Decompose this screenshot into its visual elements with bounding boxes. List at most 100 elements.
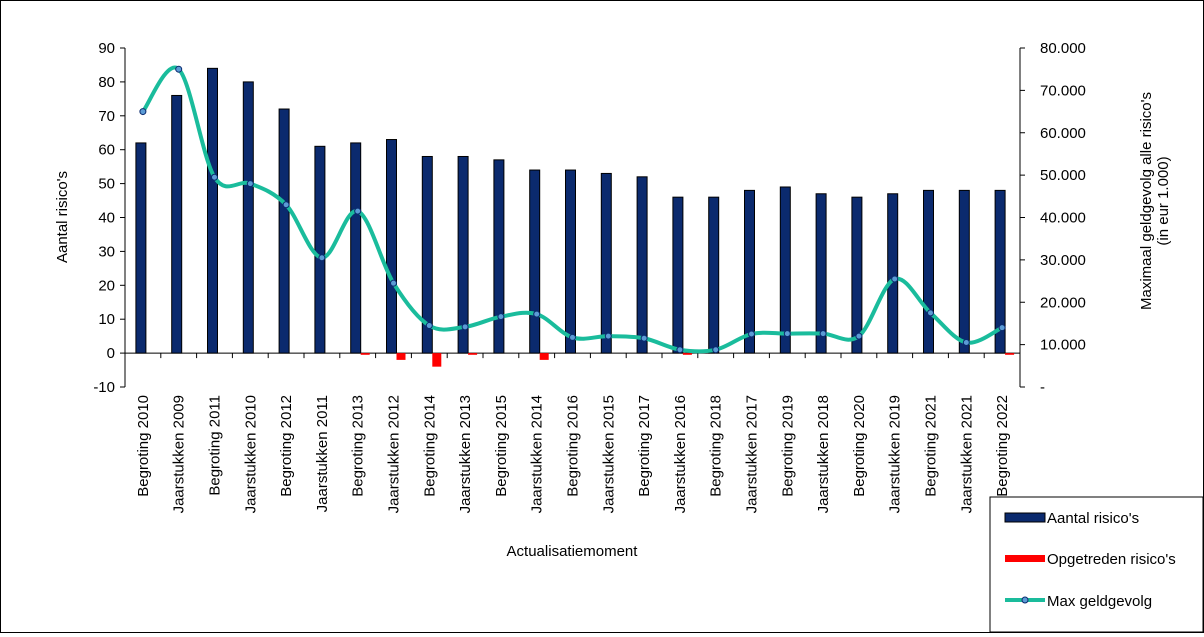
legend-swatch-opgetreden bbox=[1005, 555, 1045, 562]
x-tick-label: Jaarstukken 2011 bbox=[314, 395, 331, 512]
bar-aantal-risicos bbox=[565, 169, 576, 354]
y-left-tick-label: 70 bbox=[98, 108, 115, 125]
x-tick-label: Begroting 2011 bbox=[207, 395, 224, 496]
point-max-geldgevolg bbox=[819, 330, 827, 338]
bar-opgetreden-risicos bbox=[682, 353, 692, 355]
x-tick-label: Jaarstukken 2021 bbox=[958, 395, 975, 513]
bar-opgetreden-risicos bbox=[396, 353, 406, 360]
y-left-tick-label: 90 bbox=[98, 40, 115, 57]
bar-opgetreden-risicos bbox=[468, 353, 478, 355]
bar-aantal-risicos bbox=[457, 155, 469, 354]
legend-swatch-marker bbox=[1021, 596, 1029, 604]
y-left-tick-label: 10 bbox=[98, 311, 115, 328]
bar-aantal-risicos bbox=[493, 159, 505, 354]
x-tick-label: Begroting 2022 bbox=[994, 395, 1011, 497]
x-tick-label: Jaarstukken 2015 bbox=[600, 395, 617, 513]
point-max-geldgevolg bbox=[748, 330, 755, 338]
x-tick-label: Begroting 2010 bbox=[135, 395, 152, 497]
point-max-geldgevolg bbox=[354, 207, 362, 215]
bar-aantal-risicos bbox=[350, 142, 362, 354]
y-left-tick-label: 40 bbox=[98, 210, 115, 227]
y-right-tick-label: 40.000 bbox=[1040, 210, 1086, 227]
point-max-geldgevolg bbox=[461, 323, 469, 331]
bar-opgetreden-risicos bbox=[1005, 353, 1015, 355]
y-right-tick-label: 80.000 bbox=[1040, 40, 1086, 57]
x-tick-label: Jaarstukken 2019 bbox=[887, 395, 904, 513]
x-tick-label: Begroting 2021 bbox=[923, 395, 940, 497]
bar-opgetreden-risicos bbox=[360, 353, 370, 355]
point-max-geldgevolg bbox=[855, 332, 863, 340]
point-max-geldgevolg bbox=[175, 65, 183, 73]
bar-aantal-risicos bbox=[171, 94, 183, 354]
y-right-tick-label: 10.000 bbox=[1040, 337, 1086, 354]
y-left-tick-label: -10 bbox=[93, 379, 115, 396]
y-right-tick-label: 60.000 bbox=[1040, 125, 1086, 142]
bar-aantal-risicos bbox=[242, 81, 254, 354]
legend-label-geldgevolg: Max geldgevolg bbox=[1047, 593, 1152, 610]
bar-aantal-risicos bbox=[994, 189, 1006, 354]
x-tick-label: Begroting 2013 bbox=[350, 395, 367, 497]
bar-aantal-risicos bbox=[958, 189, 970, 354]
point-max-geldgevolg bbox=[676, 346, 684, 354]
y-right-tick-label: 20.000 bbox=[1040, 294, 1086, 311]
y-left-tick-label: 20 bbox=[98, 277, 115, 294]
point-max-geldgevolg bbox=[497, 313, 505, 321]
y-axis-right-title: Maximaal geldgevolg alle risico's bbox=[1138, 92, 1155, 310]
y-axis-right-subtitle: (in eur 1.000) bbox=[1155, 156, 1172, 245]
x-tick-label: Begroting 2020 bbox=[851, 395, 868, 497]
bar-opgetreden-risicos bbox=[539, 353, 549, 360]
x-axis-title: Actualisatiemoment bbox=[507, 543, 639, 560]
bar-aantal-risicos bbox=[779, 186, 791, 354]
y-left-tick-label: 30 bbox=[98, 243, 115, 260]
x-tick-label: Begroting 2015 bbox=[493, 395, 510, 497]
point-max-geldgevolg bbox=[390, 279, 397, 287]
point-max-geldgevolg bbox=[282, 201, 290, 209]
bar-opgetreden-risicos bbox=[432, 353, 442, 367]
bar-aantal-risicos bbox=[421, 155, 433, 354]
y-axis-left-title: Aantal risico's bbox=[54, 171, 71, 263]
y-right-tick-label: 30.000 bbox=[1040, 252, 1086, 269]
x-tick-label: Jaarstukken 2012 bbox=[386, 395, 403, 513]
point-max-geldgevolg bbox=[211, 173, 218, 181]
y-right-tick-label: 50.000 bbox=[1040, 167, 1086, 184]
y-right-tick-label: 70.000 bbox=[1040, 82, 1086, 99]
y-left-tick-label: 80 bbox=[98, 74, 115, 91]
x-tick-label: Jaarstukken 2013 bbox=[457, 395, 474, 513]
point-max-geldgevolg bbox=[533, 310, 541, 318]
point-max-geldgevolg bbox=[318, 254, 326, 262]
y-right-tick-label: - bbox=[1040, 379, 1045, 396]
x-tick-label: Begroting 2018 bbox=[708, 395, 725, 497]
bar-aantal-risicos bbox=[851, 196, 863, 354]
point-max-geldgevolg bbox=[712, 346, 720, 354]
bar-aantal-risicos bbox=[529, 169, 541, 354]
x-tick-label: Jaarstukken 2018 bbox=[815, 395, 832, 513]
x-tick-label: Jaarstukken 2009 bbox=[171, 395, 188, 513]
bar-aantal-risicos bbox=[278, 108, 290, 354]
bar-aantal-risicos bbox=[207, 67, 218, 354]
bar-aantal-risicos bbox=[708, 196, 720, 354]
x-tick-label: Begroting 2017 bbox=[636, 395, 653, 497]
bar-aantal-risicos bbox=[135, 142, 147, 354]
bar-aantal-risicos bbox=[672, 196, 684, 354]
legend-swatch-aantal bbox=[1004, 512, 1046, 523]
x-tick-label: Begroting 2016 bbox=[565, 395, 582, 497]
y-left-tick-label: 60 bbox=[98, 142, 115, 159]
point-max-geldgevolg bbox=[139, 108, 147, 116]
bar-aantal-risicos bbox=[815, 193, 827, 354]
x-tick-label: Begroting 2019 bbox=[779, 395, 796, 497]
x-tick-label: Jaarstukken 2016 bbox=[672, 395, 689, 513]
bar-aantal-risicos bbox=[600, 172, 612, 354]
point-max-geldgevolg bbox=[604, 332, 612, 340]
legend-label-aantal: Aantal risico's bbox=[1047, 510, 1139, 527]
legend-label-opgetreden: Opgetreden risico's bbox=[1047, 551, 1176, 568]
x-tick-label: Jaarstukken 2017 bbox=[744, 395, 761, 513]
point-max-geldgevolg bbox=[891, 275, 899, 283]
x-tick-label: Jaarstukken 2014 bbox=[529, 395, 546, 513]
point-max-geldgevolg bbox=[425, 322, 433, 330]
bar-aantal-risicos bbox=[744, 189, 755, 354]
point-max-geldgevolg bbox=[962, 339, 970, 347]
point-max-geldgevolg bbox=[927, 309, 934, 317]
point-max-geldgevolg bbox=[246, 180, 254, 188]
bar-aantal-risicos bbox=[314, 145, 326, 354]
